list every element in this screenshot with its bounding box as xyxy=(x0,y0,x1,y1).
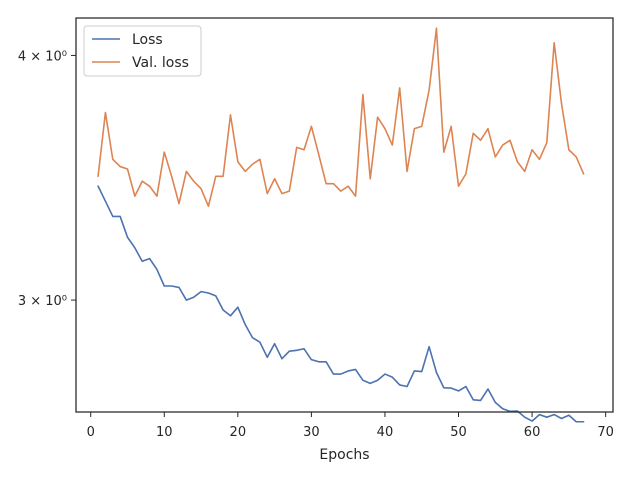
y-axis-ticks: 3 × 10⁰ 4 × 10⁰ xyxy=(18,49,76,309)
x-axis-ticks: 0 10 20 30 40 50 60 70 xyxy=(87,412,614,440)
x-tick-label: 20 xyxy=(230,425,247,440)
series-layer xyxy=(97,27,585,423)
legend: Loss Val. loss xyxy=(83,25,202,77)
y-tick-label: 4 × 10⁰ xyxy=(18,49,67,64)
x-tick-label: 30 xyxy=(303,425,320,440)
y-tick-label: 3 × 10⁰ xyxy=(18,294,67,309)
legend-label: Val. loss xyxy=(132,55,189,71)
x-tick-label: 40 xyxy=(377,425,394,440)
x-axis-label: Epochs xyxy=(319,447,369,463)
x-tick-label: 10 xyxy=(156,425,173,440)
series-line-val-loss xyxy=(97,27,585,208)
series-line-loss xyxy=(97,185,585,423)
x-tick-label: 50 xyxy=(450,425,467,440)
x-tick-label: 60 xyxy=(524,425,541,440)
x-tick-label: 70 xyxy=(597,425,614,440)
legend-label: Loss xyxy=(132,32,163,48)
x-tick-label: 0 xyxy=(87,425,95,440)
axes-frame xyxy=(75,17,614,413)
